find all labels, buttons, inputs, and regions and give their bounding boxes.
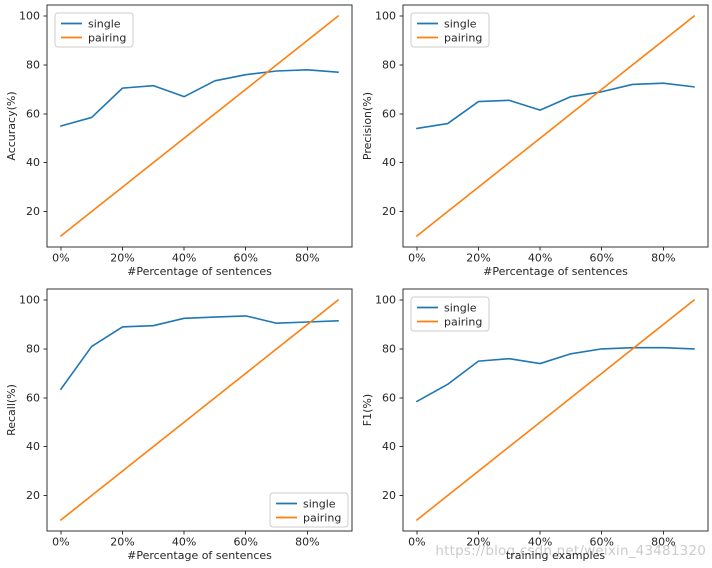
x-tick-label: 60% [233,536,257,549]
y-tick-label: 20 [26,489,40,502]
y-tick-label: 80 [26,58,40,71]
axes-frame [402,288,709,532]
legend-box [269,492,349,528]
chart-svg: 0% 20% 40% 60% 80% 20 40 60 80 100 training exampl… [361,288,709,562]
legend-label-single: single [303,497,336,510]
series-line-pairing [416,15,695,237]
legend-box [410,296,490,332]
x-tick-label: 0% [52,536,69,549]
series-line-single [416,82,695,130]
x-tick-label: 60% [589,536,613,549]
series-line-pairing [416,299,695,521]
chart-svg: 0% 20% 40% 60% 80% 20 40 60 80 100 #Percentage of … [5,288,353,562]
legend-box [54,12,134,48]
legend-label-pairing: pairing [444,315,482,328]
legend-label-single: single [444,301,477,314]
axes-frame [46,4,353,248]
legend-label-pairing: pairing [303,511,341,524]
subplot-precision: 0% 20% 40% 60% 80% 20 40 60 80 100 #Percentage of … [356,0,712,284]
y-tick-label: 100 [375,294,396,307]
y-tick-label: 100 [19,294,40,307]
y-tick-label: 100 [375,10,396,23]
y-tick-label: 60 [382,107,396,120]
x-tick-label: 20% [110,252,134,265]
y-tick-label: 20 [26,205,40,218]
legend-label-single: single [88,17,121,30]
x-tick-label: 60% [589,252,613,265]
y-tick-label: 40 [382,156,396,169]
x-tick-label: 80% [651,252,675,265]
x-tick-label: 20% [110,536,134,549]
y-tick-label: 20 [382,205,396,218]
x-tick-label: 80% [295,252,319,265]
y-tick-label: 40 [26,156,40,169]
chart-svg: 0% 20% 40% 60% 80% 20 40 60 80 100 #Percentage of … [361,4,709,278]
y-tick-label: 40 [382,440,396,453]
y-tick-label: 80 [382,58,396,71]
x-tick-label: 80% [651,536,675,549]
y-tick-label: 60 [382,391,396,404]
x-tick-label: 80% [295,536,319,549]
x-tick-label: 0% [408,536,425,549]
subplot-recall: 0% 20% 40% 60% 80% 20 40 60 80 100 #Percentage of … [0,284,356,568]
legend-label-single: single [444,17,477,30]
axes-frame [402,4,709,248]
x-tick-label: 20% [466,252,490,265]
x-tick-label: 20% [466,536,490,549]
y-tick-label: 60 [26,107,40,120]
axes-frame [46,288,353,532]
y-axis-label: Precision(%) [361,92,374,160]
chart-svg: 0% 20% 40% 60% 80% 20 40 60 80 100 #Percentage of … [5,4,353,278]
watermark: https://blog.csdn.net/weixin_43481320 [435,543,706,559]
x-tick-label: 40% [528,536,552,549]
legend-box [410,12,490,48]
x-axis-label: #Percentage of sentences [483,265,628,278]
subplot-f1: 0% 20% 40% 60% 80% 20 40 60 80 100 training exampl… [356,284,712,568]
x-tick-label: 0% [52,252,69,265]
y-tick-label: 80 [26,342,40,355]
series-line-pairing [60,15,339,237]
subplot-accuracy: 0% 20% 40% 60% 80% 20 40 60 80 100 #Percentage of … [0,0,356,284]
x-axis-label: #Percentage of sentences [127,265,272,278]
series-line-single [60,68,339,127]
y-axis-label: Accuracy(%) [5,91,18,160]
series-line-single [416,346,695,403]
x-axis-label: training examples [506,549,605,562]
y-axis-label: F1(%) [361,394,374,426]
series-line-single [60,315,339,391]
x-tick-label: 40% [172,252,196,265]
x-tick-label: 0% [408,252,425,265]
legend-label-pairing: pairing [444,31,482,44]
y-tick-label: 80 [382,342,396,355]
y-axis-label: Recall(%) [5,384,18,436]
legend-label-pairing: pairing [88,31,126,44]
x-axis-label: #Percentage of sentences [127,549,272,562]
y-tick-label: 20 [382,489,396,502]
y-tick-label: 40 [26,440,40,453]
y-tick-label: 100 [19,10,40,23]
x-tick-label: 60% [233,252,257,265]
series-line-pairing [60,299,339,521]
x-tick-label: 40% [528,252,552,265]
y-tick-label: 60 [26,391,40,404]
x-tick-label: 40% [172,536,196,549]
